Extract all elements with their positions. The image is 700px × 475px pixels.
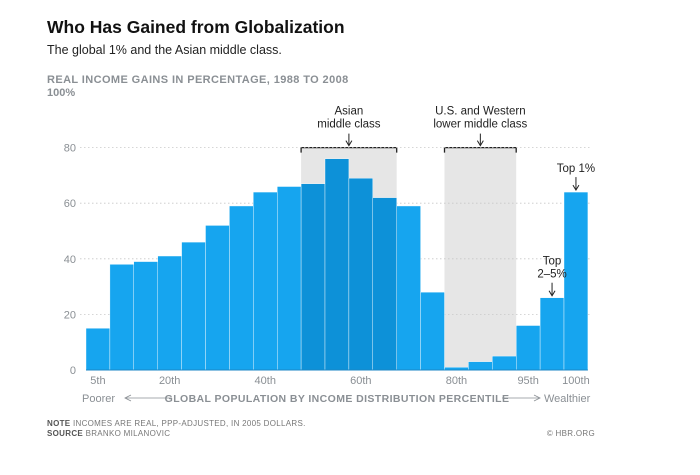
bar xyxy=(348,177,373,371)
point-label: Top 1% xyxy=(557,163,595,175)
point-label: Top xyxy=(543,256,562,268)
y-axis-label: REAL INCOME GAINS IN PERCENTAGE, 1988 TO… xyxy=(47,74,349,86)
bar xyxy=(468,361,493,371)
annotation-label: lower middle class xyxy=(433,119,527,131)
annotation-label: U.S. and Western xyxy=(435,106,526,118)
note-line: NOTE INCOMES ARE REAL, PPP-ADJUSTED, IN … xyxy=(47,419,306,429)
bar xyxy=(539,297,565,371)
source-line: SOURCE BRANKO MILANOVIC xyxy=(47,429,306,439)
x-right-label: Wealthier xyxy=(544,393,591,405)
x-tick-label: 20th xyxy=(159,375,180,387)
point-label-arrow-head xyxy=(548,290,556,297)
x-tick-label: 40th xyxy=(255,375,276,387)
chart-title: Who Has Gained from Globalization xyxy=(47,17,345,37)
x-tick-label: 5th xyxy=(90,375,105,387)
bar xyxy=(516,325,541,371)
footnotes: NOTE INCOMES ARE REAL, PPP-ADJUSTED, IN … xyxy=(47,419,306,439)
bar xyxy=(396,205,421,371)
annotation-label: middle class xyxy=(317,119,381,131)
point-label-arrow-head xyxy=(572,184,580,192)
y-tick-label: 40 xyxy=(64,254,76,266)
x-axis-label: GLOBAL POPULATION BY INCOME DISTRIBUTION… xyxy=(165,393,510,405)
bar xyxy=(181,241,206,371)
bar xyxy=(253,191,278,371)
source-text: BRANKO MILANOVIC xyxy=(85,429,171,438)
x-tick-label: 80th xyxy=(446,375,467,387)
bar xyxy=(563,191,589,371)
point-label: 2–5% xyxy=(537,269,566,281)
y-tick-label: 80 xyxy=(64,143,76,155)
annotation-arrow-head xyxy=(345,140,353,147)
note-text: INCOMES ARE REAL, PPP-ADJUSTED, IN 2005 … xyxy=(72,419,306,428)
bar xyxy=(372,197,397,371)
bar xyxy=(324,158,350,371)
x-tick-label: 95th xyxy=(517,375,538,387)
y-tick-label: 0 xyxy=(70,365,76,377)
right-arrow-head xyxy=(533,394,541,402)
bar xyxy=(420,291,445,371)
x-tick-label: 60th xyxy=(350,375,371,387)
chart-subtitle: The global 1% and the Asian middle class… xyxy=(47,43,282,57)
credit: © HBR.ORG xyxy=(546,429,595,438)
bar xyxy=(229,205,254,371)
bar xyxy=(205,225,230,371)
y-tick-label: 20 xyxy=(64,309,76,321)
bar xyxy=(133,261,158,371)
bar xyxy=(300,183,326,371)
bar xyxy=(109,264,135,371)
annotation-label: Asian xyxy=(335,106,364,118)
y-tick-label-top: 100% xyxy=(47,87,75,99)
bar xyxy=(85,328,111,371)
left-arrow-head xyxy=(124,394,132,402)
bar xyxy=(492,355,517,371)
bar xyxy=(277,186,302,371)
bar xyxy=(157,255,182,371)
x-left-label: Poorer xyxy=(82,393,115,405)
source-label: SOURCE xyxy=(47,429,84,438)
x-tick-label: 100th xyxy=(562,375,590,387)
y-tick-label: 60 xyxy=(64,198,76,210)
note-label: NOTE xyxy=(47,419,71,428)
annotation-arrow-head xyxy=(476,140,484,147)
